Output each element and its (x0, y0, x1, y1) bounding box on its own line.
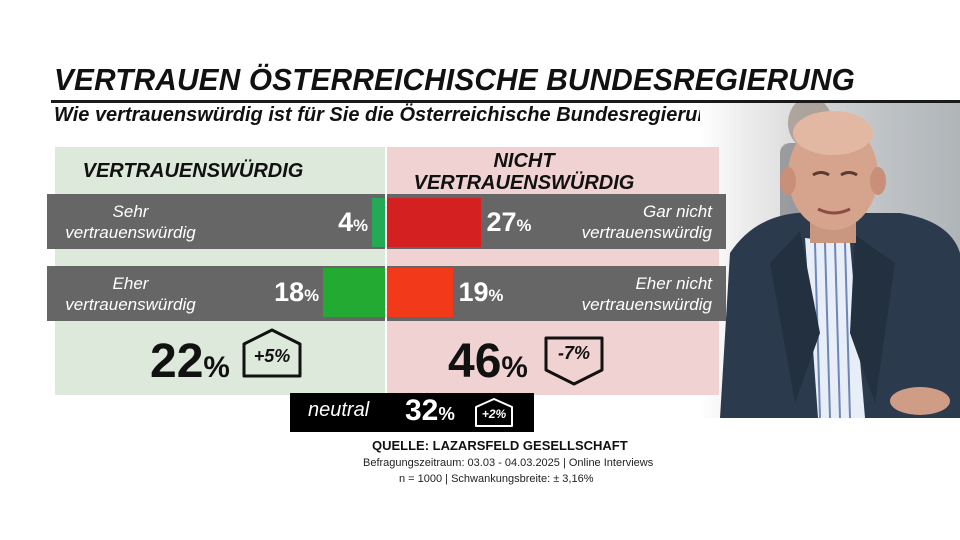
distrust-change-badge: -7% (543, 335, 605, 387)
distrust-heading: NICHT VERTRAUENSWÜRDIG (413, 150, 635, 194)
bar-eher-vertrauenswuerdig (323, 268, 386, 317)
neutral-change-badge: +2% (474, 397, 514, 428)
bar-sehr-vertrauenswuerdig (372, 198, 386, 247)
value-label-eher-nicht: 19% (458, 277, 504, 307)
trust-change-badge: +5% (241, 327, 303, 379)
chart-title: VERTRAUEN ÖSTERREICHISCHE BUNDESREGIERUN… (54, 62, 856, 97)
survey-period: Befragungszeitraum: 03.03 - 04.03.2025 |… (363, 457, 654, 469)
source-line: QUELLE: LAZARSFELD GESELLSCHAFT (372, 438, 628, 453)
bar-gar-nicht-vertrauenswuerdig (386, 198, 481, 247)
center-divider (385, 147, 387, 395)
value-label-sehr: 4% (338, 207, 368, 237)
trust-heading: VERTRAUENSWÜRDIG (82, 160, 304, 182)
sample-info: n = 1000 | Schwankungsbreite: ± 3,16% (399, 473, 594, 485)
row-label-eher: Eher vertrauenswürdig (65, 274, 196, 314)
row-label-sehr: Sehr vertrauenswürdig (65, 202, 196, 242)
distrust-total: 46% (448, 335, 528, 388)
value-label-gar-nicht: 27% (486, 207, 532, 237)
neutral-value: 32% (405, 394, 455, 427)
arrow-up-icon (475, 398, 513, 427)
value-label-eher: 18% (274, 277, 319, 307)
trust-total: 22% (150, 335, 230, 388)
row-label-eher-nicht: Eher nicht vertrauenswürdig (581, 274, 712, 314)
row-label-gar-nicht: Gar nicht vertrauenswürdig (581, 202, 712, 242)
portrait-illustration (720, 103, 960, 418)
title-rule (51, 100, 960, 103)
survey-question: Wie vertrauenswürdig ist für Sie die Öst… (54, 104, 734, 126)
neutral-label: neutral (308, 399, 370, 421)
trust-change-value: +5% (253, 346, 291, 366)
neutral-change-value: +2% (481, 407, 507, 421)
arrow-up-icon (242, 328, 302, 378)
arrow-down-icon (544, 336, 604, 386)
bar-eher-nicht-vertrauenswuerdig (386, 268, 453, 317)
politician-photo (700, 103, 960, 418)
distrust-change-value: -7% (557, 343, 590, 363)
